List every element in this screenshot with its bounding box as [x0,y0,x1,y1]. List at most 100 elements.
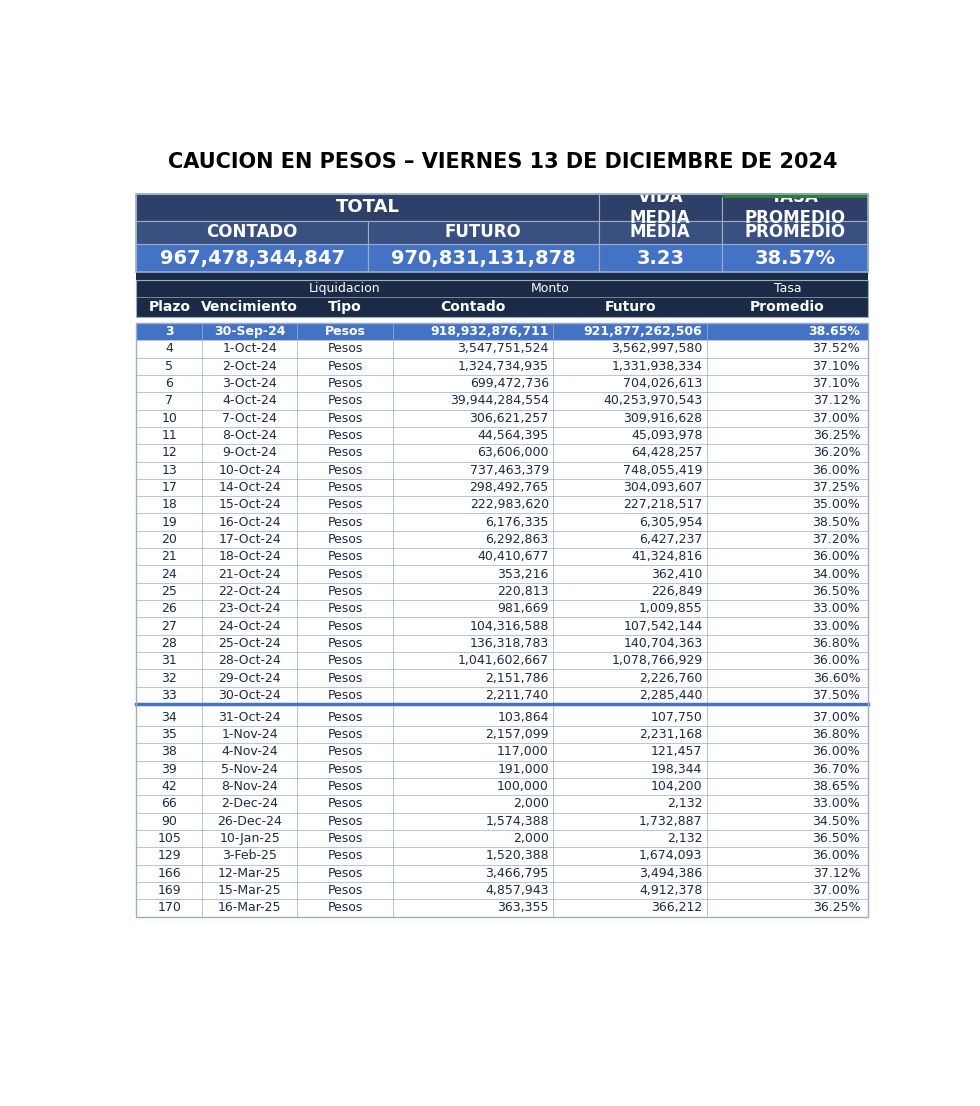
Text: 35: 35 [162,728,177,741]
Text: Pesos: Pesos [327,655,363,667]
Bar [136,669,868,687]
Text: Monto: Monto [530,282,569,295]
Bar [136,357,868,375]
Text: 6,305,954: 6,305,954 [639,515,703,529]
Bar [136,830,868,847]
Text: 2,211,740: 2,211,740 [485,689,549,702]
Text: 21: 21 [162,551,177,563]
Bar [136,813,868,830]
Text: 14-Oct-24: 14-Oct-24 [219,481,281,494]
Bar [599,220,721,244]
Text: 2,151,786: 2,151,786 [485,671,549,685]
Bar [136,341,868,357]
Text: 2-Oct-24: 2-Oct-24 [222,359,277,373]
Text: CONTADO: CONTADO [207,223,298,241]
Text: 45,093,978: 45,093,978 [631,429,703,442]
Bar [136,220,368,244]
Text: 64,428,257: 64,428,257 [631,447,703,459]
Text: 2,000: 2,000 [513,832,549,845]
Text: 36.20%: 36.20% [812,447,860,459]
Bar [721,244,868,272]
Text: 19: 19 [162,515,177,529]
Text: Liquidacion: Liquidacion [309,282,381,295]
Text: Pesos: Pesos [327,884,363,897]
Text: 36.50%: 36.50% [812,585,860,598]
Text: Pesos: Pesos [327,395,363,407]
Text: Tasa: Tasa [774,282,802,295]
Text: 3,494,386: 3,494,386 [639,867,703,879]
Text: 38: 38 [162,745,177,759]
Text: 13: 13 [162,463,177,477]
Bar [136,549,868,565]
Text: Pesos: Pesos [327,671,363,685]
Text: 918,932,876,711: 918,932,876,711 [430,325,549,338]
Text: 30-Sep-24: 30-Sep-24 [214,325,285,338]
Bar [136,565,868,583]
Text: 100,000: 100,000 [497,780,549,793]
Text: 2,132: 2,132 [667,797,703,811]
Text: 31: 31 [162,655,177,667]
Text: 353,216: 353,216 [498,567,549,581]
Text: 37.10%: 37.10% [812,359,860,373]
Text: 8-Nov-24: 8-Nov-24 [221,780,278,793]
Text: 105: 105 [158,832,181,845]
Text: 191,000: 191,000 [497,763,549,775]
Text: 26-Dec-24: 26-Dec-24 [218,815,282,827]
Text: 699,472,736: 699,472,736 [469,377,549,390]
Text: Pesos: Pesos [327,515,363,529]
Text: 6,176,335: 6,176,335 [485,515,549,529]
Text: 921,877,262,506: 921,877,262,506 [584,325,703,338]
Text: 4,912,378: 4,912,378 [639,884,703,897]
Text: 23-Oct-24: 23-Oct-24 [219,603,281,615]
Text: 33: 33 [162,689,177,702]
Text: 36.00%: 36.00% [812,745,860,759]
Text: 17-Oct-24: 17-Oct-24 [219,533,281,546]
Text: 34.00%: 34.00% [812,567,860,581]
Text: 129: 129 [158,849,181,863]
Text: 16-Mar-25: 16-Mar-25 [219,901,281,915]
Text: 104,200: 104,200 [651,780,703,793]
Text: Pesos: Pesos [327,832,363,845]
Text: 4: 4 [166,343,173,355]
Text: 737,463,379: 737,463,379 [469,463,549,477]
Text: Pesos: Pesos [327,429,363,442]
Text: 10-Jan-25: 10-Jan-25 [220,832,280,845]
Text: 2,132: 2,132 [667,832,703,845]
Text: 24: 24 [162,567,177,581]
Text: 37.00%: 37.00% [812,711,860,723]
Bar [136,743,868,761]
Text: FUTURO: FUTURO [445,223,521,241]
Text: 36.00%: 36.00% [812,849,860,863]
Text: CAUCION EN PESOS – VIERNES 13 DE DICIEMBRE DE 2024: CAUCION EN PESOS – VIERNES 13 DE DICIEMB… [168,152,837,171]
Text: Pesos: Pesos [327,711,363,723]
Text: 90: 90 [162,815,177,827]
Text: 107,542,144: 107,542,144 [623,619,703,633]
Text: 36.00%: 36.00% [812,551,860,563]
Text: 227,218,517: 227,218,517 [623,499,703,511]
Text: Pesos: Pesos [327,728,363,741]
Text: Pesos: Pesos [327,359,363,373]
Bar [136,427,868,445]
Text: 37.20%: 37.20% [812,533,860,546]
Text: 36.70%: 36.70% [812,763,860,775]
Bar [136,881,868,899]
Text: 33.00%: 33.00% [812,619,860,633]
Text: 166: 166 [158,867,181,879]
Text: 226,849: 226,849 [651,585,703,598]
Text: 28: 28 [162,637,177,650]
Bar [136,513,868,531]
Text: 18-Oct-24: 18-Oct-24 [219,551,281,563]
Text: 366,212: 366,212 [651,901,703,915]
Text: Pesos: Pesos [327,763,363,775]
Text: 169: 169 [158,884,181,897]
Text: TASA
PROMEDIO: TASA PROMEDIO [745,188,846,227]
Bar [136,323,868,341]
Text: Pesos: Pesos [327,411,363,425]
Text: 21-Oct-24: 21-Oct-24 [219,567,281,581]
Bar [136,272,868,280]
Text: 36.25%: 36.25% [812,901,860,915]
Text: 306,621,257: 306,621,257 [469,411,549,425]
Text: 15-Oct-24: 15-Oct-24 [219,499,281,511]
Text: VIDA
MEDIA: VIDA MEDIA [630,188,691,227]
Text: 29-Oct-24: 29-Oct-24 [219,671,281,685]
